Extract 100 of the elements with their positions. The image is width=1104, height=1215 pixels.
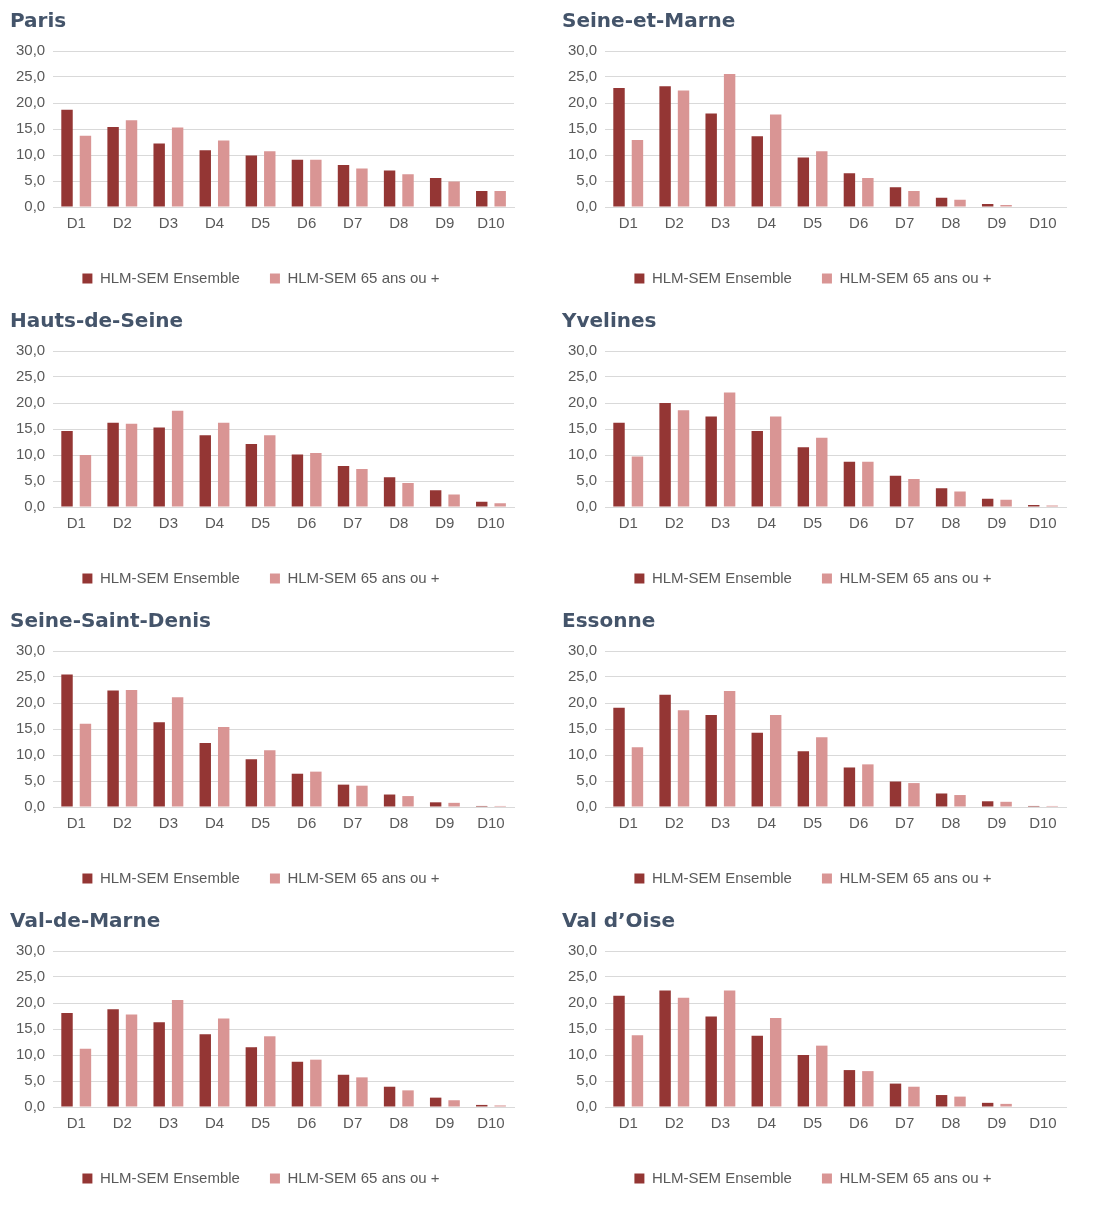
x-tick-label: D5 [802,214,823,232]
x-tick-label: D7 [343,814,363,832]
x-tick-label: D1 [66,1114,86,1132]
y-tick-label: 25,0 [15,67,46,85]
x-tick-label: D9 [987,814,1007,832]
bar [264,750,276,807]
x-tick-label: D5 [250,814,271,832]
bar [264,1036,276,1107]
bar [659,403,671,507]
bar [843,767,856,807]
bar [843,1070,856,1107]
bar [613,87,625,207]
x-tick-label: D1 [618,814,638,832]
bar [723,392,736,507]
y-tick-label: 30,0 [567,341,598,359]
bar [843,461,856,507]
legend-label: HLM-SEM 65 ans ou + [287,268,440,286]
bar [1000,1103,1012,1107]
y-tick-label: 0,0 [576,497,598,515]
bar [153,1022,165,1107]
x-tick-label: D1 [618,514,638,532]
bar [476,190,488,207]
y-tick-label: 15,0 [15,719,46,737]
x-tick-label: D3 [710,814,730,832]
bar [613,707,625,807]
bar [107,126,119,207]
bar [125,690,138,807]
y-tick-label: 20,0 [567,993,598,1011]
x-tick-label: D1 [66,514,86,532]
y-tick-label: 10,0 [15,145,46,163]
y-tick-label: 15,0 [567,719,598,737]
y-tick-label: 10,0 [15,445,46,463]
x-tick-label: D6 [849,214,869,232]
bar [79,723,92,807]
y-tick-label: 15,0 [567,119,598,137]
x-tick-label: D8 [389,1114,409,1132]
y-tick-label: 0,0 [576,197,598,215]
y-tick-label: 15,0 [567,1019,598,1037]
x-tick-label: D3 [710,214,730,232]
bar [908,478,920,507]
chart-title: Val-de-Marne [9,907,162,934]
y-tick-label: 20,0 [15,693,46,711]
x-tick-label: D4 [204,214,225,232]
bar [153,427,165,507]
y-tick-label: 15,0 [15,119,46,137]
legend-label: HLM-SEM Ensemble [651,1168,792,1186]
x-tick-label: D2 [664,514,684,532]
legend-label: HLM-SEM 65 ans ou + [839,868,992,886]
y-tick-label: 25,0 [567,67,598,85]
bar [383,170,396,207]
x-tick-label: D8 [389,814,409,832]
x-tick-label: D10 [477,514,505,532]
bar [889,475,902,507]
y-tick-label: 0,0 [24,1097,46,1115]
bar [291,1061,304,1107]
y-tick-label: 10,0 [15,1045,46,1063]
bar [337,784,350,807]
x-tick-label: D9 [987,514,1007,532]
x-tick-label: D8 [941,214,961,232]
y-tick-label: 5,0 [576,1071,598,1089]
x-tick-label: D7 [895,214,915,232]
bar [705,113,717,207]
bar [659,694,671,807]
bar [954,491,966,507]
legend-label: HLM-SEM Ensemble [651,268,792,286]
x-tick-label: D2 [112,814,132,832]
y-tick-label: 25,0 [15,667,46,685]
bar [677,710,690,807]
bar [631,1035,644,1107]
y-tick-label: 0,0 [24,197,46,215]
y-tick-label: 25,0 [15,967,46,985]
x-tick-label: D3 [158,214,178,232]
bar [171,999,184,1107]
bar [383,1086,396,1107]
y-tick-label: 25,0 [567,967,598,985]
x-tick-label: D9 [435,214,455,232]
bar [448,1100,460,1107]
x-tick-label: D4 [756,214,777,232]
y-tick-label: 5,0 [24,171,46,189]
bar [125,120,138,207]
y-tick-label: 25,0 [567,667,598,685]
bar [908,783,920,807]
x-tick-label: D7 [343,1114,363,1132]
bar [769,714,782,807]
bar [494,503,506,507]
y-tick-label: 10,0 [567,445,598,463]
x-tick-label: D10 [477,814,505,832]
x-tick-label: D2 [112,214,132,232]
bar [337,1074,350,1107]
bar [217,422,230,507]
y-tick-label: 20,0 [15,393,46,411]
bar [889,187,902,207]
bar [494,190,506,207]
bar [79,455,92,507]
x-tick-label: D1 [618,1114,638,1132]
bar [659,86,671,207]
y-tick-label: 30,0 [15,941,46,959]
bar [217,140,230,207]
x-tick-label: D2 [112,514,132,532]
bar [797,1055,810,1107]
